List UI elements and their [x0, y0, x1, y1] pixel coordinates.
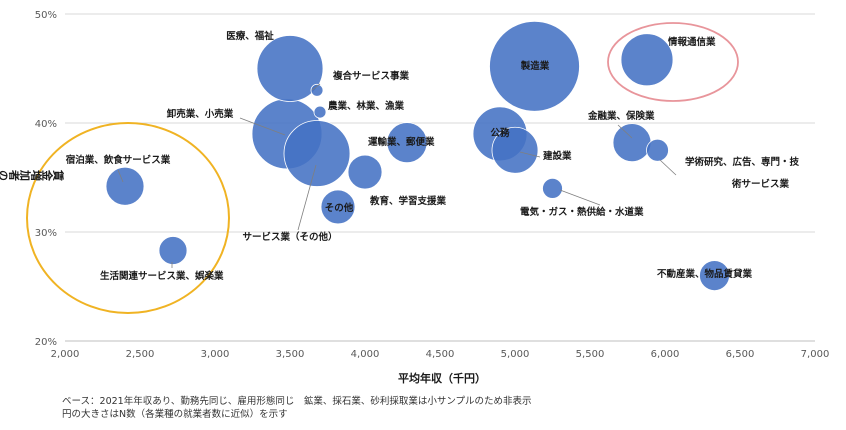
bubble-label: 卸売業、小売業: [167, 108, 234, 120]
bubble-label: 建設業: [542, 150, 572, 162]
leader-line: [519, 151, 541, 158]
x-axis-title: 平均年収（千円）: [398, 371, 486, 385]
note-line-1: ベース：2021年年収あり、勤務先同じ、雇用形態同じ 鉱業、採石業、砂利採取業は…: [62, 396, 532, 407]
bubble-label: 金融業、保険業: [587, 110, 655, 122]
x-tick-label: 3,500: [276, 349, 305, 360]
orange-highlight-circle: [26, 122, 230, 314]
y-axis-ticks: 20% 30% 40% 50%: [35, 10, 57, 348]
bubble-label: 術サービス業: [731, 178, 790, 190]
bubble-label: 医療、福祉: [226, 30, 274, 42]
bubble-label: 宿泊業、飲食サービス業: [66, 154, 171, 166]
x-axis-ticks: 2,000 2,500 3,000 3,500 4,000 4,500 5,000 5,500…: [51, 349, 830, 360]
gridlines: [65, 13, 815, 342]
x-tick-label: 5,000: [501, 349, 530, 360]
bubble-label: 学術研究、広告、専門・技: [685, 156, 800, 168]
bubble: [320, 189, 356, 225]
bubble: [386, 122, 428, 164]
leader-line: [117, 169, 124, 183]
y-tick-label: 30%: [35, 228, 57, 239]
bubble: [105, 166, 145, 206]
x-tick-label: 2,500: [126, 349, 155, 360]
leader-line: [559, 189, 601, 206]
bubble-label: 生活関連サービス業、娯楽業: [100, 270, 224, 282]
x-tick-label: 6,000: [651, 349, 680, 360]
bubble: [646, 138, 669, 162]
bubble-label: 運輸業、郵便業: [368, 136, 435, 148]
bubble-label: 教育、学習支援業: [369, 195, 447, 207]
note-line-2: 円の大きさはN数（各業種の就業者数に近似）を示す: [62, 409, 288, 420]
bubble: [612, 123, 652, 163]
leader-line: [239, 117, 286, 136]
x-tick-label: 7,000: [801, 349, 830, 360]
bubble: [699, 260, 730, 292]
leader-line: [617, 124, 633, 139]
highlight-circles: [26, 22, 739, 314]
y-tick-label: 50%: [35, 10, 57, 21]
x-tick-label: 3,000: [201, 349, 230, 360]
x-tick-label: 6,500: [726, 349, 755, 360]
bubble-label: サービス業（その他）: [242, 231, 337, 243]
bubble: [313, 105, 327, 119]
pink-highlight-circle: [607, 22, 739, 102]
bubble: [620, 33, 674, 87]
x-tick-label: 4,000: [351, 349, 380, 360]
x-tick-label: 4,500: [426, 349, 455, 360]
bubble: [491, 126, 539, 174]
bubble: [256, 35, 324, 102]
bubble-label: 公務: [490, 127, 510, 139]
y-tick-label: 40%: [35, 119, 57, 130]
bubble-label: 農業、林業、漁業: [328, 100, 405, 112]
leader-line: [297, 164, 317, 231]
bubble: [347, 154, 383, 190]
bubble-label: その他: [325, 202, 354, 214]
x-tick-label: 5,500: [576, 349, 605, 360]
x-tick-label: 2,000: [51, 349, 80, 360]
leader-line: [659, 159, 677, 176]
y-axis-title: 賃金増加者の比率: [0, 169, 65, 183]
bubble-label: 不動産業、物品賃貸業: [657, 268, 753, 280]
bubble-label: 電気・ガス・熱供給・水道業: [520, 206, 644, 218]
bubbles: [105, 20, 730, 292]
bubble: [310, 83, 324, 97]
leader-line: [311, 83, 321, 91]
bubble-label: 情報通信業: [667, 36, 716, 48]
leader-lines: [117, 83, 677, 268]
bubble: [489, 20, 580, 112]
y-tick-label: 20%: [35, 337, 57, 348]
bubble: [542, 177, 563, 199]
bubble-label: 製造業: [520, 60, 550, 72]
bubble: [283, 120, 351, 187]
bubble: [158, 236, 188, 265]
bubble-label: 複合サービス事業: [332, 70, 410, 82]
